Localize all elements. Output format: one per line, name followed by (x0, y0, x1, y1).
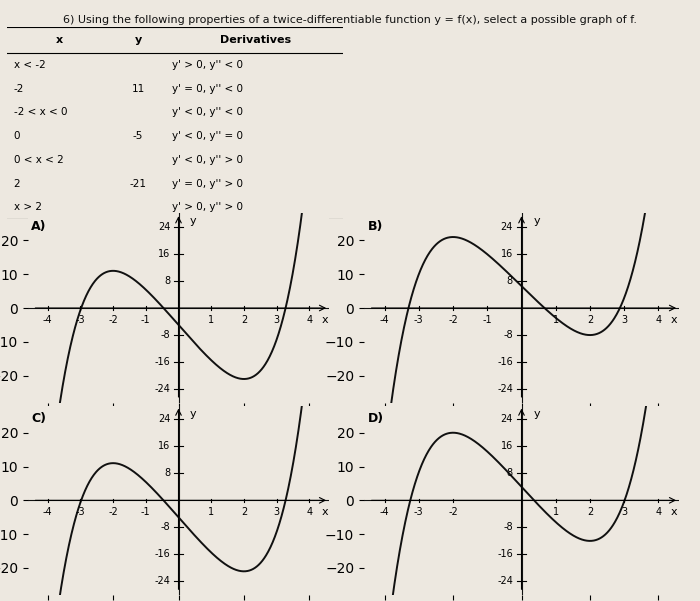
Text: 1: 1 (553, 315, 559, 325)
Text: 4: 4 (307, 315, 312, 325)
Text: D): D) (368, 412, 384, 426)
Text: 2: 2 (587, 507, 593, 517)
Text: x < -2: x < -2 (14, 60, 46, 70)
Text: -8: -8 (161, 522, 170, 532)
Text: -16: -16 (497, 357, 513, 367)
Text: x: x (321, 507, 328, 517)
Text: y' = 0, y'' > 0: y' = 0, y'' > 0 (172, 178, 243, 189)
Text: -4: -4 (43, 315, 52, 325)
Text: x > 2: x > 2 (14, 203, 42, 213)
Text: y' = 0, y'' < 0: y' = 0, y'' < 0 (172, 84, 243, 94)
Text: 3: 3 (621, 315, 627, 325)
Text: 3: 3 (621, 507, 627, 517)
Text: y: y (533, 216, 540, 226)
Text: -4: -4 (379, 315, 389, 325)
Text: 11: 11 (132, 84, 145, 94)
Text: 0 < x < 2: 0 < x < 2 (14, 155, 64, 165)
Text: -2: -2 (448, 315, 458, 325)
Text: x: x (671, 315, 678, 325)
Text: x: x (55, 35, 62, 45)
Text: 24: 24 (158, 414, 170, 424)
Text: 16: 16 (158, 249, 170, 259)
Text: 8: 8 (507, 276, 513, 286)
Text: -24: -24 (155, 576, 170, 587)
Text: -5: -5 (133, 131, 144, 141)
Text: -3: -3 (76, 315, 85, 325)
Text: 2: 2 (587, 315, 593, 325)
Text: -4: -4 (379, 507, 389, 517)
Text: 1: 1 (208, 507, 214, 517)
Text: 0: 0 (14, 131, 20, 141)
Text: 4: 4 (655, 507, 662, 517)
Text: -4: -4 (43, 507, 52, 517)
Text: 8: 8 (164, 276, 170, 286)
Text: C): C) (32, 412, 46, 426)
Text: y: y (134, 35, 141, 45)
Text: y' > 0, y'' > 0: y' > 0, y'' > 0 (172, 203, 243, 213)
Text: 1: 1 (208, 315, 214, 325)
Text: -8: -8 (161, 330, 170, 340)
Text: y' < 0, y'' = 0: y' < 0, y'' = 0 (172, 131, 243, 141)
Text: -2: -2 (448, 507, 458, 517)
Text: 16: 16 (158, 441, 170, 451)
Text: 24: 24 (500, 414, 513, 424)
Text: 3: 3 (274, 315, 280, 325)
Text: Derivatives: Derivatives (220, 35, 291, 45)
Text: y' < 0, y'' > 0: y' < 0, y'' > 0 (172, 155, 243, 165)
Text: 2: 2 (14, 178, 20, 189)
Text: 8: 8 (164, 468, 170, 478)
Text: -1: -1 (482, 315, 492, 325)
Text: y' > 0, y'' < 0: y' > 0, y'' < 0 (172, 60, 243, 70)
Text: -1: -1 (141, 315, 150, 325)
Text: A): A) (32, 220, 47, 233)
Text: -16: -16 (155, 357, 170, 367)
Text: -2: -2 (108, 507, 118, 517)
Text: 24: 24 (500, 222, 513, 232)
Text: y' < 0, y'' < 0: y' < 0, y'' < 0 (172, 108, 243, 117)
Text: -2 < x < 0: -2 < x < 0 (14, 108, 67, 117)
Text: 1: 1 (553, 507, 559, 517)
Text: 16: 16 (500, 441, 513, 451)
Text: 8: 8 (507, 468, 513, 478)
Text: 2: 2 (241, 507, 247, 517)
Text: 16: 16 (500, 249, 513, 259)
Text: y: y (190, 216, 197, 226)
Text: x: x (671, 507, 678, 517)
Text: -24: -24 (155, 384, 170, 394)
Text: y: y (533, 409, 540, 418)
Text: -21: -21 (130, 178, 146, 189)
Text: 2: 2 (241, 315, 247, 325)
Text: 4: 4 (307, 507, 312, 517)
Text: -16: -16 (155, 549, 170, 560)
Text: -2: -2 (14, 84, 24, 94)
Text: -3: -3 (414, 315, 424, 325)
Text: -3: -3 (76, 507, 85, 517)
Text: B): B) (368, 220, 383, 233)
Text: 4: 4 (655, 315, 662, 325)
Text: y: y (190, 409, 197, 418)
Text: -1: -1 (141, 507, 150, 517)
Text: 6) Using the following properties of a twice-differentiable function y = f(x), s: 6) Using the following properties of a t… (63, 15, 637, 25)
Text: -24: -24 (497, 384, 513, 394)
Text: -2: -2 (108, 315, 118, 325)
Text: -3: -3 (414, 507, 424, 517)
Text: x: x (321, 315, 328, 325)
Text: 24: 24 (158, 222, 170, 232)
Text: -8: -8 (503, 522, 513, 532)
Text: -16: -16 (497, 549, 513, 560)
Text: -8: -8 (503, 330, 513, 340)
Text: 3: 3 (274, 507, 280, 517)
Text: -24: -24 (497, 576, 513, 587)
